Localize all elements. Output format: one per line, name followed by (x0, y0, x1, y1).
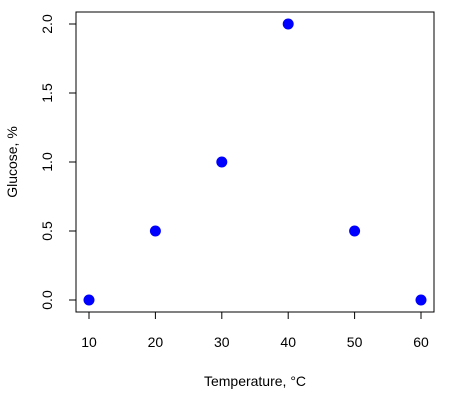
y-tick-label: 0.5 (39, 221, 55, 241)
data-point (216, 156, 228, 168)
data-point (149, 225, 161, 237)
x-tick-label: 40 (280, 334, 296, 350)
plot-box (75, 11, 435, 313)
y-axis-label: Glucose, % (4, 126, 20, 198)
data-points (83, 18, 427, 306)
x-axis-label: Temperature, °C (204, 373, 306, 389)
data-point (83, 294, 95, 306)
x-tick-label: 20 (148, 334, 164, 350)
y-tick-label: 1.5 (39, 83, 55, 103)
y-tick-label: 2.0 (39, 14, 55, 34)
y-tick-label: 1.0 (39, 152, 55, 172)
data-point (282, 18, 294, 30)
y-tick-label: 0.0 (39, 290, 55, 310)
y-axis: 0.0 0.5 1.0 1.5 2.0 (39, 14, 77, 310)
x-tick-label: 60 (413, 334, 429, 350)
x-tick-label: 10 (81, 334, 97, 350)
x-tick-label: 50 (347, 334, 363, 350)
x-tick-label: 30 (214, 334, 230, 350)
data-point (415, 294, 427, 306)
x-axis: 10 20 30 40 50 60 (81, 311, 429, 350)
data-point (349, 225, 361, 237)
